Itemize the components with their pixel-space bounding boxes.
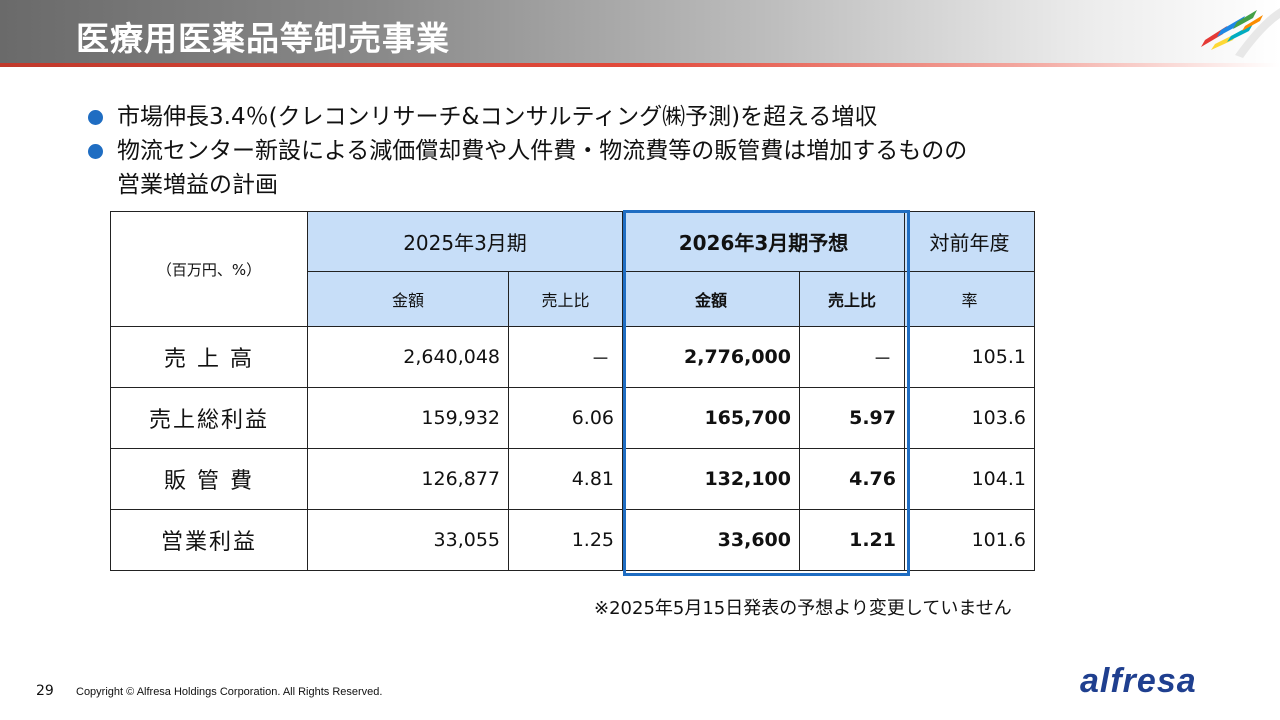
cell-yoy: 105.1 [904, 326, 1035, 388]
cell-ratio-2026: 4.76 [799, 448, 905, 510]
header-yoy: 対前年度 [904, 211, 1035, 272]
cell-amount-2025: 159,932 [307, 387, 509, 449]
bullet-text: 物流センター新設による減価償却費や人件費・物流費等の販管費は増加するものの [117, 138, 968, 164]
cell-amount-2026: 165,700 [622, 387, 800, 449]
cell-yoy: 104.1 [904, 448, 1035, 510]
subheader-ratio-2026: 売上比 [799, 271, 905, 327]
cell-yoy: 101.6 [904, 509, 1035, 571]
cell-amount-2026: 2,776,000 [622, 326, 800, 388]
cell-amount-2025: 126,877 [307, 448, 509, 510]
bullet-dot-icon [88, 144, 103, 159]
page-number: 29 [36, 683, 54, 699]
cell-ratio-2025: 4.81 [508, 448, 623, 510]
cell-ratio-2025: 6.06 [508, 387, 623, 449]
cell-ratio-2025: 1.25 [508, 509, 623, 571]
cell-amount-2026: 132,100 [622, 448, 800, 510]
bullet-item: 市場伸長3.4％(クレコンリサーチ&コンサルティング㈱予測)を超える増収 [88, 100, 967, 134]
footnote: ※2025年5月15日発表の予想より変更していません [594, 598, 1012, 619]
brand-swoosh-icon [1201, 8, 1280, 58]
subheader-amount-2026: 金額 [622, 271, 800, 327]
page-title: 医療用医薬品等卸売事業 [76, 19, 450, 58]
subheader-ratio-2025: 売上比 [508, 271, 623, 327]
table-row: 販 管 費 126,877 4.81 132,100 4.76 104.1 [110, 448, 1035, 510]
subheader-amount-2025: 金額 [307, 271, 509, 327]
cell-ratio-2026: － [799, 326, 905, 388]
bullet-continuation: 営業増益の計画 [117, 172, 278, 198]
copyright-text: Copyright © Alfresa Holdings Corporation… [76, 686, 383, 698]
row-label: 営業利益 [110, 509, 308, 571]
cell-ratio-2026: 1.21 [799, 509, 905, 571]
alfresa-logo: alfresa [1080, 662, 1197, 700]
financial-table: （百万円、%） 2025年3月期 2026年3月期予想 対前年度 金額 売上比 … [110, 211, 1035, 571]
table-row: 営業利益 33,055 1.25 33,600 1.21 101.6 [110, 509, 1035, 571]
table-subheader-row: 金額 売上比 金額 売上比 率 [111, 271, 1035, 327]
unit-label: （百万円、%） [110, 211, 308, 327]
bullet-item: 物流センター新設による減価償却費や人件費・物流費等の販管費は増加するものの [88, 134, 967, 168]
table-row: 売 上 高 2,640,048 － 2,776,000 － 105.1 [110, 326, 1035, 388]
table-row: 売上総利益 159,932 6.06 165,700 5.97 103.6 [110, 387, 1035, 449]
cell-amount-2025: 33,055 [307, 509, 509, 571]
table-header-row: （百万円、%） 2025年3月期 2026年3月期予想 対前年度 [110, 211, 1035, 327]
cell-ratio-2026: 5.97 [799, 387, 905, 449]
row-label: 売 上 高 [110, 326, 308, 388]
bullet-text: 市場伸長3.4％(クレコンリサーチ&コンサルティング㈱予測)を超える増収 [117, 104, 878, 130]
bullet-list: 市場伸長3.4％(クレコンリサーチ&コンサルティング㈱予測)を超える増収 物流セ… [88, 100, 967, 202]
cell-yoy: 103.6 [904, 387, 1035, 449]
header-fy2026-forecast: 2026年3月期予想 [622, 211, 905, 272]
cell-amount-2025: 2,640,048 [307, 326, 509, 388]
subheader-rate: 率 [904, 271, 1035, 327]
cell-amount-2026: 33,600 [622, 509, 800, 571]
cell-ratio-2025: － [508, 326, 623, 388]
row-label: 売上総利益 [110, 387, 308, 449]
header-accent-line [0, 63, 1280, 67]
header-bar [0, 0, 1280, 66]
row-label: 販 管 費 [110, 448, 308, 510]
bullet-dot-icon [88, 110, 103, 125]
header-fy2025: 2025年3月期 [307, 211, 623, 272]
